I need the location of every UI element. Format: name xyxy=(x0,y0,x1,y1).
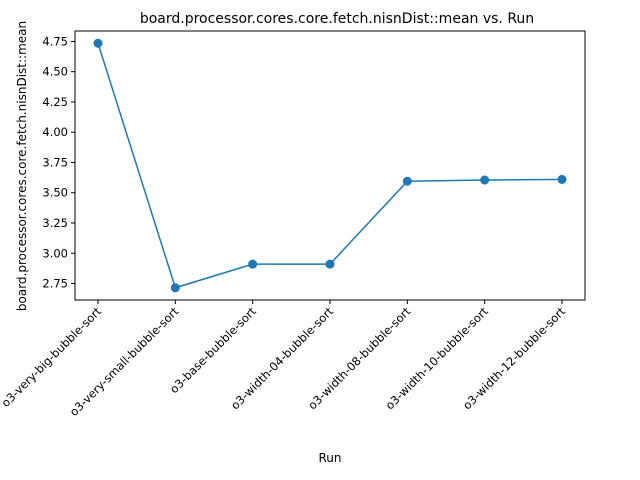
chart-title: board.processor.cores.core.fetch.nisnDis… xyxy=(140,11,534,27)
data-point xyxy=(557,174,567,184)
series-group xyxy=(93,38,567,293)
y-tick-label: 3.00 xyxy=(42,246,68,260)
y-axis-label: board.processor.cores.core.fetch.nisnDis… xyxy=(15,21,29,311)
x-axis-label: Run xyxy=(318,451,341,465)
y-tick-label: 4.75 xyxy=(42,34,68,48)
data-point xyxy=(93,38,103,48)
y-tick-label: 3.75 xyxy=(42,155,68,169)
y-tick-label: 4.50 xyxy=(42,65,68,79)
data-point xyxy=(170,283,180,293)
y-tick-label: 4.25 xyxy=(42,95,68,109)
data-point xyxy=(248,259,258,269)
data-point xyxy=(480,175,490,185)
data-point xyxy=(325,259,335,269)
y-tick-label: 4.00 xyxy=(42,125,68,139)
y-tick-label: 3.25 xyxy=(42,216,68,230)
y-tick-label: 3.50 xyxy=(42,186,68,200)
data-point xyxy=(402,176,412,186)
y-tick-label: 2.75 xyxy=(42,277,68,291)
y-axis-ticks: 2.75 3.00 3.25 3.50 3.75 4.00 4.25 4.50 4.75 xyxy=(42,34,75,291)
